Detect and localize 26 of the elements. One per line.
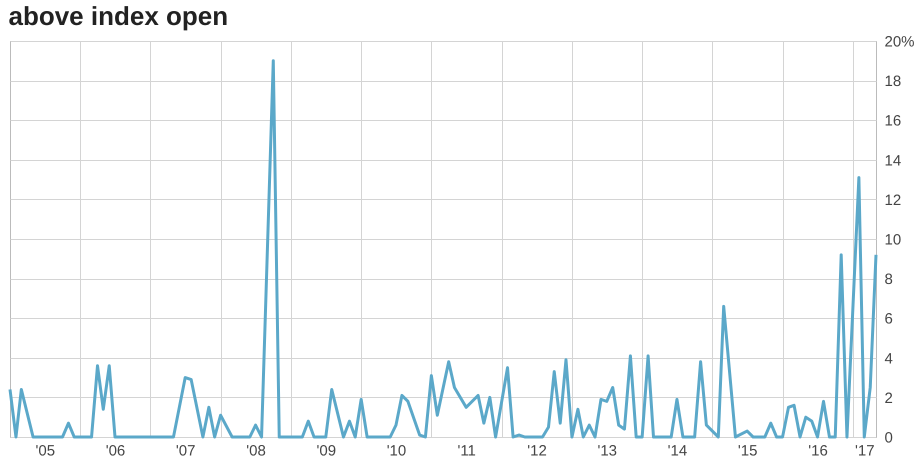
- x-tick-label: '14: [668, 442, 688, 460]
- x-tick-label: '09: [316, 442, 336, 460]
- x-tick-label: '06: [106, 442, 126, 460]
- x-tick-label: '08: [246, 442, 266, 460]
- y-tick-label: 2: [884, 390, 893, 407]
- y-tick-label: 10: [884, 232, 902, 248]
- y-tick-label: 18: [884, 73, 902, 90]
- x-tick-label: '05: [36, 442, 56, 460]
- y-tick-label: 16: [884, 112, 902, 130]
- x-tick-label: '10: [386, 442, 406, 460]
- x-tick-label: '11: [457, 442, 476, 460]
- y-tick-label: 6: [884, 310, 893, 328]
- x-tick-label: '17: [854, 442, 875, 460]
- y-tick-label: 8: [884, 271, 893, 288]
- x-tick-label: '13: [597, 442, 618, 460]
- x-tick-label: '15: [738, 442, 758, 460]
- y-tick-label: 4: [884, 350, 893, 368]
- x-tick-label: '12: [527, 442, 547, 460]
- line-series: [8, 59, 878, 438]
- x-tick-label: '07: [176, 442, 196, 460]
- y-tick-label: 0: [884, 430, 893, 446]
- y-tick-label: 20%: [884, 34, 915, 50]
- x-tick-label: '16: [808, 442, 828, 460]
- chart-title: above index open: [8, 1, 228, 31]
- y-tick-label: 14: [884, 152, 902, 170]
- y-tick-label: 12: [884, 192, 902, 209]
